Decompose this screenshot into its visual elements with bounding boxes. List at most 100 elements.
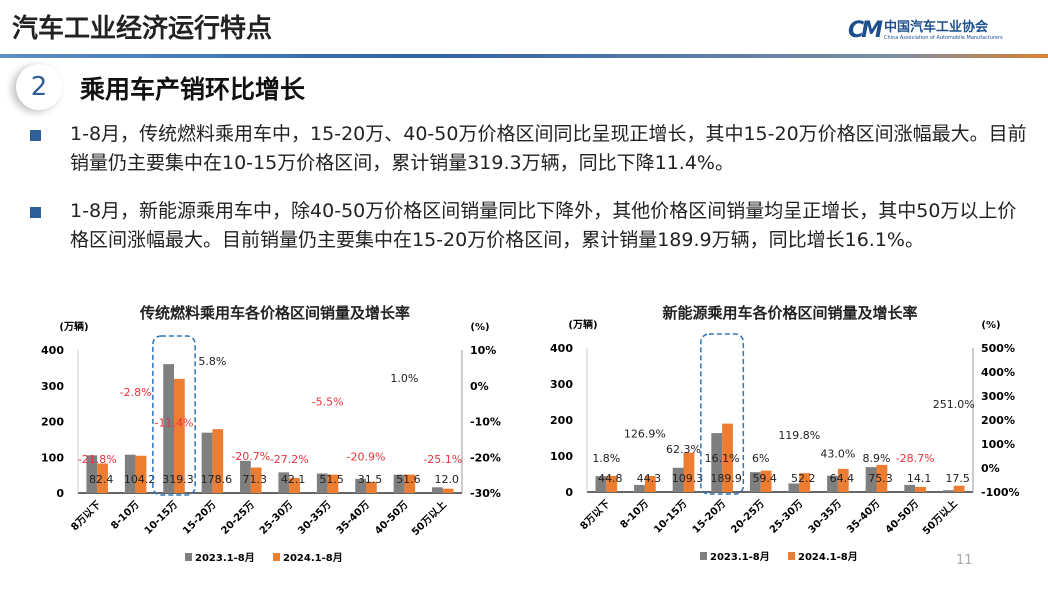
- bar-2023: [432, 487, 443, 493]
- category-label: 20-25万: [219, 499, 257, 537]
- value-label: 189.9: [710, 472, 742, 485]
- bar-2023: [201, 432, 213, 493]
- category-label: 25-30万: [257, 499, 295, 537]
- growth-label: -5.5%: [312, 395, 344, 408]
- section-number: 2: [16, 64, 62, 110]
- growth-label: 62.3%: [666, 443, 701, 456]
- growth-label: 251.0%: [933, 398, 975, 411]
- value-label: 44.8: [598, 472, 623, 485]
- bar-2024: [97, 463, 108, 493]
- y-tick-label: 400: [550, 342, 573, 355]
- y2-tick-label: -30%: [470, 487, 501, 500]
- header-divider: [0, 54, 1048, 58]
- legend-swatch: [185, 553, 192, 561]
- category-label: 15-20万: [180, 499, 218, 537]
- bar-2023: [904, 484, 916, 492]
- y-tick-label: 200: [41, 416, 64, 429]
- bar-2024: [722, 423, 733, 492]
- highlight-box: [152, 335, 196, 496]
- y-tick-label: 300: [550, 378, 573, 391]
- y2-tick-label: 0%: [470, 380, 489, 393]
- y-axis-unit: (万辆): [568, 318, 597, 331]
- category-label: 50万以上: [920, 497, 960, 537]
- value-label: 71.3: [243, 473, 268, 486]
- section-title: 乘用车产销环比增长: [80, 75, 306, 104]
- category-label: 8-10万: [108, 499, 141, 532]
- chart-title: 传统燃料乘用车各价格区间销量及增长率: [139, 304, 410, 322]
- legend-swatch: [273, 553, 280, 561]
- y-tick-label: 300: [41, 380, 64, 393]
- bar-2023: [163, 364, 174, 493]
- growth-label: -2.8%: [120, 386, 152, 399]
- bullet-2: 1-8月，新能源乘用车中，除40-50万价格区间销量同比下降外，其他价格区间销量…: [30, 197, 1030, 255]
- bar-2024: [135, 455, 147, 493]
- legend-label: 2024.1-8月: [798, 551, 858, 563]
- y2-tick-label: 200%: [981, 414, 1015, 427]
- y2-tick-label: 10%: [470, 344, 496, 357]
- category-label: 35-40万: [844, 498, 882, 536]
- growth-label: 126.9%: [624, 428, 666, 441]
- value-label: 12.0: [435, 473, 460, 486]
- growth-label: 1.0%: [390, 372, 418, 385]
- category-label: 15-20万: [690, 498, 728, 536]
- y2-tick-label: -100%: [981, 486, 1020, 499]
- bar-2024: [644, 476, 656, 492]
- value-label: 64.4: [830, 472, 855, 485]
- value-label: 75.3: [868, 472, 893, 485]
- page-number: 11: [956, 553, 973, 568]
- y-tick-label: 0: [565, 486, 573, 499]
- y2-tick-label: 0%: [981, 462, 1000, 475]
- growth-label: 6%: [752, 452, 769, 465]
- caam-logo: CM 中国汽车工业协会 China Association of Automob…: [848, 18, 1003, 43]
- y-tick-label: 100: [550, 450, 573, 463]
- bar-2023: [749, 472, 761, 492]
- legend-label: 2023.1-8月: [195, 552, 255, 564]
- category-label: 8-10万: [618, 498, 651, 531]
- growth-label: -28.7%: [896, 452, 935, 465]
- category-label: 35-40万: [334, 499, 372, 537]
- y-tick-label: 0: [56, 487, 64, 500]
- category-label: 30-35万: [806, 498, 844, 536]
- value-label: 319.3: [162, 473, 194, 486]
- bar-2023: [634, 484, 645, 492]
- slide-title: 汽车工业经济运行特点: [12, 14, 273, 44]
- value-label: 51.5: [319, 473, 344, 486]
- logo-mark: CM: [848, 18, 883, 43]
- growth-label: -20.9%: [347, 450, 386, 463]
- category-label: 30-35万: [296, 499, 334, 537]
- bar-2023: [865, 467, 877, 492]
- growth-label: -21.8%: [78, 453, 117, 466]
- bar-2024: [760, 470, 772, 492]
- category-label: 50万以上: [409, 498, 449, 538]
- bar-2024: [289, 477, 300, 493]
- bar-2023: [393, 474, 405, 493]
- bar-2023: [942, 490, 954, 492]
- legend-swatch: [700, 552, 707, 560]
- value-label: 104.2: [124, 473, 156, 486]
- y2-tick-label: 400%: [981, 366, 1015, 379]
- bar-2023: [316, 473, 328, 493]
- legend-label: 2023.1-8月: [710, 551, 770, 563]
- y-tick-label: 400: [41, 344, 64, 357]
- bar-2024: [212, 429, 224, 493]
- highlight-box: [700, 333, 745, 495]
- category-label: 8万以下: [578, 498, 613, 533]
- category-label: 8万以下: [69, 499, 104, 534]
- y2-tick-label: 100%: [981, 438, 1015, 451]
- y2-tick-label: -20%: [470, 451, 501, 464]
- logo-cn: 中国汽车工业协会: [884, 19, 989, 35]
- bar-2024: [366, 481, 377, 493]
- bar-2023: [711, 433, 723, 492]
- value-label: 14.1: [907, 472, 932, 485]
- bar-2023: [355, 478, 366, 493]
- y-axis-unit: (万辆): [59, 320, 88, 333]
- growth-label: 16.1%: [705, 452, 740, 465]
- bar-2024: [174, 378, 185, 493]
- growth-label: 1.8%: [592, 452, 620, 465]
- bar-2024: [799, 473, 811, 492]
- category-label: 20-25万: [729, 498, 767, 536]
- category-label: 10-15万: [651, 498, 689, 536]
- value-label: 178.6: [201, 473, 233, 486]
- bar-2024: [683, 452, 695, 492]
